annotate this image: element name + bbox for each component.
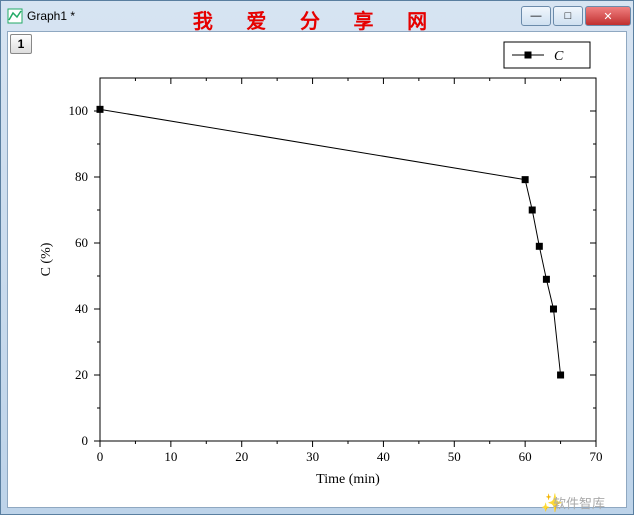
y-tick-label: 40 bbox=[75, 301, 88, 316]
close-button[interactable]: ✕ bbox=[585, 6, 631, 26]
x-tick-label: 50 bbox=[448, 449, 461, 464]
maximize-button[interactable]: □ bbox=[553, 6, 583, 26]
series-marker bbox=[543, 276, 550, 283]
chart-area: 0 10 20 30 40 50 60 70 0 20 40 60 80 100 Time (min) C (… bbox=[8, 32, 626, 507]
x-tick-label: 30 bbox=[306, 449, 319, 464]
window-controls: — □ ✕ bbox=[521, 6, 631, 26]
legend-label: C bbox=[554, 49, 564, 64]
watermark-footer: 软件智库 bbox=[553, 493, 605, 512]
series-marker bbox=[550, 306, 557, 313]
x-tick-label: 0 bbox=[97, 449, 104, 464]
titlebar: Graph1 * — □ ✕ bbox=[1, 1, 633, 31]
y-axis-label: C (%) bbox=[39, 242, 54, 276]
x-tick-label: 40 bbox=[377, 449, 390, 464]
client-area: 1 010203040506070020406080100Time (min)C… bbox=[7, 31, 627, 508]
legend-marker bbox=[525, 52, 532, 59]
series-marker bbox=[529, 207, 536, 214]
x-tick-label: 70 bbox=[590, 449, 603, 464]
series-marker bbox=[536, 243, 543, 250]
app-icon bbox=[7, 8, 23, 24]
chart-svg: 0 10 20 30 40 50 60 70 0 20 40 60 80 100 Time (min) C (… bbox=[8, 32, 626, 507]
y-tick-label: 0 bbox=[82, 433, 89, 448]
y-tick-label: 80 bbox=[75, 169, 88, 184]
y-tick-label: 100 bbox=[69, 103, 89, 118]
series-marker bbox=[97, 106, 104, 113]
x-tick-label: 10 bbox=[164, 449, 177, 464]
window-title: Graph1 * bbox=[27, 9, 75, 23]
y-tick-label: 60 bbox=[75, 235, 88, 250]
x-tick-label: 60 bbox=[519, 449, 532, 464]
x-tick-label: 20 bbox=[235, 449, 248, 464]
series-marker bbox=[557, 372, 564, 379]
x-axis-label: Time (min) bbox=[316, 472, 380, 487]
minimize-button[interactable]: — bbox=[521, 6, 551, 26]
series-marker bbox=[522, 176, 529, 183]
y-tick-label: 20 bbox=[75, 367, 88, 382]
plot-box bbox=[100, 78, 596, 441]
app-window: Graph1 * — □ ✕ 我 爱 分 享 网 www.zhanshaoyi.… bbox=[0, 0, 634, 515]
